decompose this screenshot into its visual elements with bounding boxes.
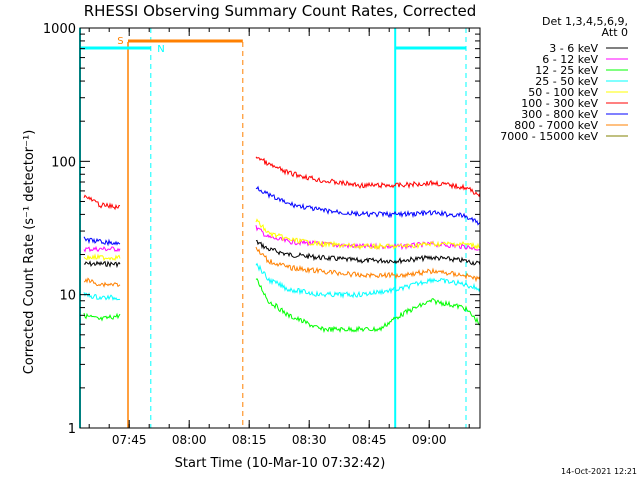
chart-title: RHESSI Observing Summary Count Rates, Co…	[84, 2, 477, 20]
y-tick-label: 1	[68, 422, 76, 437]
plot-background: SN	[79, 28, 467, 428]
legend-label: 300 - 800 keV	[521, 108, 598, 121]
x-tick-label: 08:15	[232, 433, 267, 447]
series-line	[255, 278, 481, 334]
series-line	[83, 312, 121, 322]
night-flag-label: N	[157, 44, 164, 55]
series-line	[255, 239, 481, 266]
series-line	[83, 260, 121, 269]
footer-timestamp: 14-Oct-2021 12:21	[561, 467, 637, 476]
series-line	[83, 292, 121, 301]
series-line	[83, 236, 121, 247]
y-tick-label: 1000	[43, 22, 76, 37]
series-line	[83, 253, 121, 262]
legend-label: 3 - 6 keV	[549, 42, 598, 55]
series-line	[255, 225, 481, 251]
legend-label: 25 - 50 keV	[535, 75, 598, 88]
y-axis-label: Corrected Count Rate (s⁻¹ detector⁻¹)	[22, 130, 37, 375]
x-axis: 07:45 08:00 08:15 08:30 08:45 09:00	[88, 28, 470, 447]
series-line	[83, 277, 121, 288]
legend-label: 100 - 300 keV	[521, 97, 598, 110]
x-tick-label: 08:30	[292, 433, 327, 447]
series-line	[255, 246, 481, 283]
y-tick-label: 10	[59, 289, 76, 304]
x-tick-label: 08:45	[352, 433, 387, 447]
x-tick-label: 09:00	[412, 433, 447, 447]
x-tick-label: 07:45	[112, 433, 147, 447]
series-line	[83, 194, 121, 211]
x-axis-label: Start Time (10-Mar-10 07:32:42)	[175, 456, 386, 471]
series-line	[255, 218, 481, 251]
legend-header: Att 0	[602, 26, 628, 39]
series-line	[255, 156, 481, 198]
series-line	[255, 185, 481, 226]
legend-label: 12 - 25 keV	[535, 64, 598, 77]
x-tick-label: 08:00	[172, 433, 207, 447]
plot-frame	[79, 27, 481, 429]
legend-label: 7000 - 15000 keV	[500, 130, 598, 143]
series-layer	[83, 156, 481, 334]
series-line	[83, 245, 121, 253]
series-line	[255, 262, 481, 299]
legend-label: 6 - 12 keV	[542, 53, 598, 66]
saa-flag-label: S	[117, 36, 123, 47]
legend-label: 800 - 7000 keV	[514, 119, 598, 132]
legend-label: 50 - 100 keV	[528, 86, 598, 99]
legend-header: Det 1,3,4,5,6,9,	[542, 15, 628, 28]
y-axis: 1 10 100 1000	[43, 22, 480, 437]
y-tick-label: 100	[51, 155, 76, 170]
